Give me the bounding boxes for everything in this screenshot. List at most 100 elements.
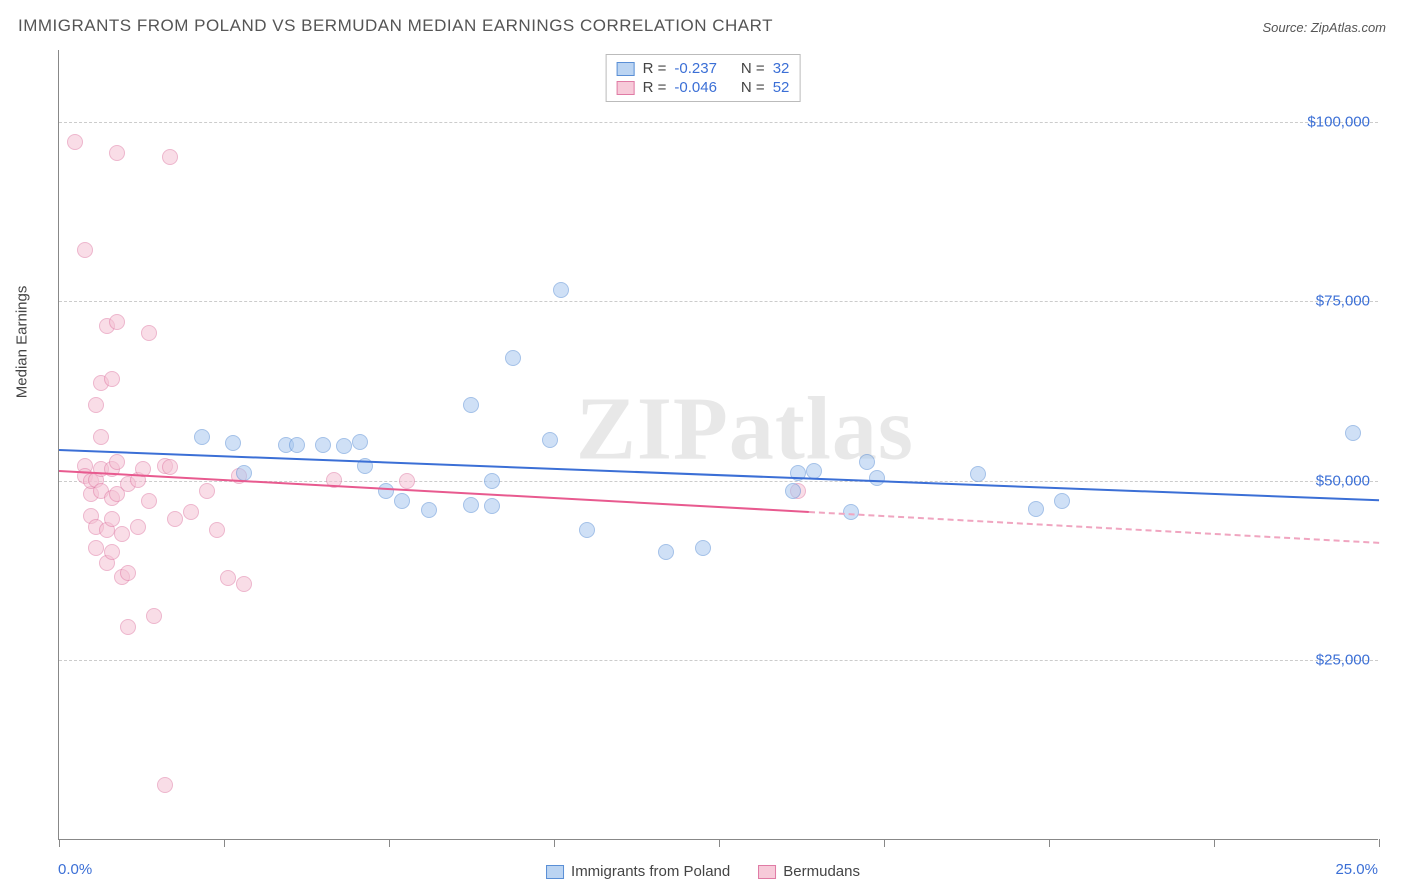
data-point	[289, 437, 305, 453]
data-point	[88, 540, 104, 556]
x-tick	[554, 839, 555, 847]
n-label: N =	[741, 60, 765, 77]
data-point	[970, 466, 986, 482]
x-tick	[1049, 839, 1050, 847]
data-point	[104, 511, 120, 527]
y-tick-label: $50,000	[1316, 472, 1370, 489]
data-point	[77, 242, 93, 258]
gridline	[59, 122, 1378, 123]
legend-label-blue: Immigrants from Poland	[571, 863, 730, 880]
data-point	[806, 463, 822, 479]
n-label: N =	[741, 79, 765, 96]
data-point	[695, 540, 711, 556]
data-point	[141, 493, 157, 509]
data-point	[109, 145, 125, 161]
data-point	[130, 519, 146, 535]
data-point	[236, 576, 252, 592]
data-point	[658, 544, 674, 560]
data-point	[183, 504, 199, 520]
data-point	[484, 473, 500, 489]
data-point	[162, 459, 178, 475]
n-value-blue: 32	[773, 60, 790, 77]
data-point	[859, 454, 875, 470]
data-point	[146, 608, 162, 624]
data-point	[141, 325, 157, 341]
data-point	[209, 522, 225, 538]
data-point	[463, 397, 479, 413]
swatch-blue-icon	[546, 865, 564, 879]
data-point	[336, 438, 352, 454]
legend-label-pink: Bermudans	[783, 863, 860, 880]
data-point	[542, 432, 558, 448]
data-point	[315, 437, 331, 453]
data-point	[104, 371, 120, 387]
data-point	[162, 149, 178, 165]
x-max-label: 25.0%	[1335, 861, 1378, 878]
x-tick	[389, 839, 390, 847]
data-point	[199, 483, 215, 499]
stats-row-blue: R = -0.237 N = 32	[617, 59, 790, 78]
bottom-legend: Immigrants from Poland Bermudans	[546, 863, 860, 880]
gridline	[59, 301, 1378, 302]
data-point	[505, 350, 521, 366]
r-value-blue: -0.237	[674, 60, 717, 77]
x-tick	[59, 839, 60, 847]
data-point	[220, 570, 236, 586]
data-point	[67, 134, 83, 150]
data-point	[785, 483, 801, 499]
y-tick-label: $25,000	[1316, 652, 1370, 669]
stats-legend-box: R = -0.237 N = 32 R = -0.046 N = 52	[606, 54, 801, 102]
legend-item-blue: Immigrants from Poland	[546, 863, 730, 880]
data-point	[120, 619, 136, 635]
swatch-pink-icon	[758, 865, 776, 879]
y-tick-label: $75,000	[1316, 293, 1370, 310]
data-point	[1345, 425, 1361, 441]
data-point	[236, 465, 252, 481]
data-point	[378, 483, 394, 499]
data-point	[399, 473, 415, 489]
data-point	[120, 565, 136, 581]
data-point	[1028, 501, 1044, 517]
chart-title: IMMIGRANTS FROM POLAND VS BERMUDAN MEDIA…	[18, 16, 773, 36]
data-point	[157, 777, 173, 793]
data-point	[579, 522, 595, 538]
x-min-label: 0.0%	[58, 861, 92, 878]
source-attribution: Source: ZipAtlas.com	[1262, 20, 1386, 35]
data-point	[553, 282, 569, 298]
r-label: R =	[643, 79, 667, 96]
r-value-pink: -0.046	[674, 79, 717, 96]
swatch-blue-icon	[617, 62, 635, 76]
legend-item-pink: Bermudans	[758, 863, 860, 880]
y-axis-label: Median Earnings	[14, 286, 31, 399]
chart-container: IMMIGRANTS FROM POLAND VS BERMUDAN MEDIA…	[10, 10, 1396, 882]
data-point	[109, 454, 125, 470]
data-point	[352, 434, 368, 450]
data-point	[88, 397, 104, 413]
swatch-pink-icon	[617, 81, 635, 95]
data-point	[93, 429, 109, 445]
regression-line	[59, 449, 1379, 501]
plot-area: ZIPatlas $25,000$50,000$75,000$100,000	[58, 50, 1378, 840]
y-tick-label: $100,000	[1307, 113, 1370, 130]
data-point	[869, 470, 885, 486]
data-point	[114, 526, 130, 542]
x-tick	[1379, 839, 1380, 847]
x-tick	[719, 839, 720, 847]
x-tick	[224, 839, 225, 847]
data-point	[484, 498, 500, 514]
x-tick	[1214, 839, 1215, 847]
data-point	[225, 435, 241, 451]
n-value-pink: 52	[773, 79, 790, 96]
data-point	[167, 511, 183, 527]
data-point	[463, 497, 479, 513]
data-point	[109, 314, 125, 330]
stats-row-pink: R = -0.046 N = 52	[617, 78, 790, 97]
regression-line	[809, 511, 1379, 544]
data-point	[194, 429, 210, 445]
r-label: R =	[643, 60, 667, 77]
data-point	[394, 493, 410, 509]
data-point	[104, 544, 120, 560]
gridline	[59, 660, 1378, 661]
data-point	[1054, 493, 1070, 509]
data-point	[421, 502, 437, 518]
